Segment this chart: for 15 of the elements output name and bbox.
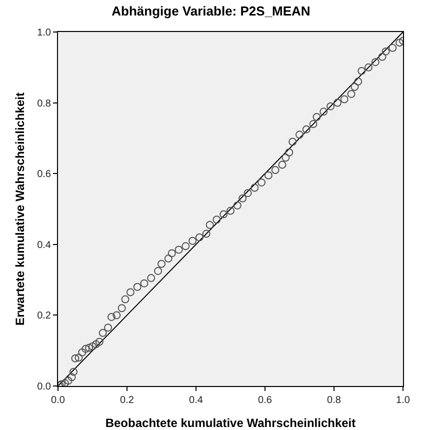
y-tick-label: 0.6 xyxy=(37,169,52,180)
x-tick-label: 1.0 xyxy=(396,395,410,406)
x-tick-label: 0.0 xyxy=(51,395,66,406)
y-tick-label: 0.4 xyxy=(37,240,52,251)
x-tick-label: 0.6 xyxy=(258,395,272,406)
y-tick-label: 0.2 xyxy=(37,310,52,322)
x-tick-label: 0.8 xyxy=(327,395,342,406)
x-tick-label: 0.2 xyxy=(120,395,134,406)
y-tick-label: 0.0 xyxy=(37,382,52,392)
x-axis-title: Beobachtete kumulative Wahrscheinlichkeit xyxy=(105,416,356,430)
y-tick-label: 0.8 xyxy=(37,98,52,110)
y-tick-label: 1.0 xyxy=(37,28,52,38)
chart-title: Abhängige Variable: P2S_MEAN xyxy=(112,4,310,19)
y-axis-title: Erwartete kumulative Wahrscheinlichkeit xyxy=(13,92,27,326)
x-tick-label: 0.4 xyxy=(189,395,204,406)
